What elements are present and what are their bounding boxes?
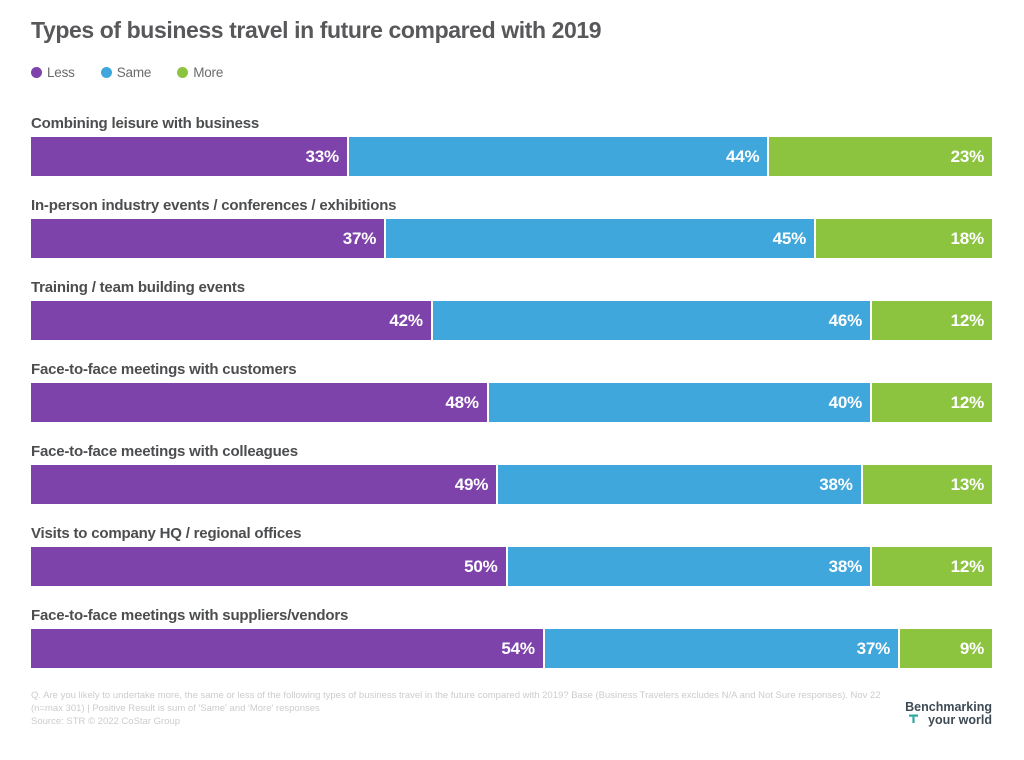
legend-item-more: More [177,65,223,80]
value-label: 18% [950,228,985,248]
category-label: Face-to-face meetings with colleagues [31,443,298,460]
value-label: 37% [342,228,377,248]
bar-segment-same: 46% [432,301,871,340]
bar-segment-less: 54% [31,629,543,668]
chart-row: In-person industry events / conferences … [31,197,992,258]
value-label: 48% [445,392,479,412]
value-label: 12% [950,310,985,330]
legend-dot-less [31,66,42,78]
bar-segment-more: 23% [769,137,992,176]
bar-segment-more: 9% [900,629,992,668]
legend-label: Same [116,64,152,80]
bar-segment-less: 37% [31,219,385,258]
bar-segment-less: 42% [31,301,431,340]
legend-dot-same [100,66,112,78]
legend-label: More [193,64,224,80]
value-label: 45% [772,228,807,248]
value-label: 42% [389,310,423,330]
chart-row: Face-to-face meetings with customers 48% 4… [31,361,992,422]
bar-rows: Combining leisure with business 33% 44% 23%… [31,115,993,668]
category-label: Face-to-face meetings with suppliers/ven… [31,607,349,624]
chart-row: Face-to-face meetings with colleagues 49%… [31,443,993,504]
stacked-bar: 48% 40% 12% [31,383,992,422]
value-label: 12% [950,392,985,412]
bar-segment-more: 12% [872,383,992,422]
chart-row: Training / team building events 42% 46% 12% [31,279,992,340]
value-label: 38% [828,556,863,576]
stacked-bar: 42% 46% 12% [31,301,992,340]
bar-segment-less: 48% [31,383,487,422]
bar-segment-less: 49% [31,465,497,504]
legend-label: Less [47,64,75,80]
legend-dot-more [177,66,189,78]
bar-segment-less: 33% [31,137,347,176]
brand-logo: Benchmarking your world [883,700,992,727]
value-label: 13% [950,474,985,494]
value-label: 23% [950,146,985,166]
bar-segment-same: 45% [386,219,815,258]
value-label: 44% [725,146,760,166]
str-logo-icon [909,714,919,726]
category-label: In-person industry events / conferences … [31,197,397,214]
value-label: 38% [819,474,853,494]
value-label: 37% [856,638,891,658]
bar-segment-same: 38% [507,547,871,586]
bar-segment-same: 40% [488,383,871,422]
category-label: Visits to company HQ / regional offices [31,525,302,542]
bar-segment-more: 12% [872,547,992,586]
bar-segment-less: 50% [31,547,506,586]
stacked-bar: 37% 45% 18% [31,219,992,258]
legend-item-less: Less [31,65,75,80]
brand-line1: Benchmarking [905,700,992,714]
legend-item-same: Same [100,64,152,80]
legend: Less Same More [31,64,992,80]
stacked-bar: 50% 38% 12% [31,547,992,586]
category-label: Combining leisure with business [31,115,259,132]
category-label: Training / team building events [31,279,245,296]
footnote-question: Q. Are you likely to undertake more, the… [31,690,881,714]
chart-row: Combining leisure with business 33% 44% 23% [31,115,992,176]
value-label: 46% [828,310,863,330]
bar-segment-same: 44% [348,137,768,176]
value-label: 9% [959,638,984,658]
stacked-bar: 49% 38% 13% [31,465,993,504]
value-label: 54% [501,638,535,658]
brand-line2-text: your world [928,713,992,727]
value-label: 49% [454,474,489,494]
value-label: 40% [828,392,863,412]
bar-segment-more: 18% [816,219,992,258]
bar-segment-same: 37% [544,629,899,668]
stacked-bar: 33% 44% 23% [31,137,992,176]
footnote: Q. Are you likely to undertake more, the… [31,689,883,728]
chart-title: Types of business travel in future compa… [31,17,602,43]
value-label: 12% [950,556,985,576]
footnote-source: Source: STR © 2022 CoStar Group [31,716,181,727]
bar-segment-same: 38% [498,465,861,504]
bar-segment-more: 12% [872,301,992,340]
category-label: Face-to-face meetings with customers [31,361,297,378]
footer: Q. Are you likely to undertake more, the… [31,689,992,728]
chart-row: Visits to company HQ / regional offices 5… [31,525,992,586]
chart-row: Face-to-face meetings with suppliers/ven… [31,607,992,668]
value-label: 33% [305,146,339,166]
bar-segment-more: 13% [862,465,993,504]
value-label: 50% [464,556,498,576]
stacked-bar: 54% 37% 9% [31,629,992,668]
